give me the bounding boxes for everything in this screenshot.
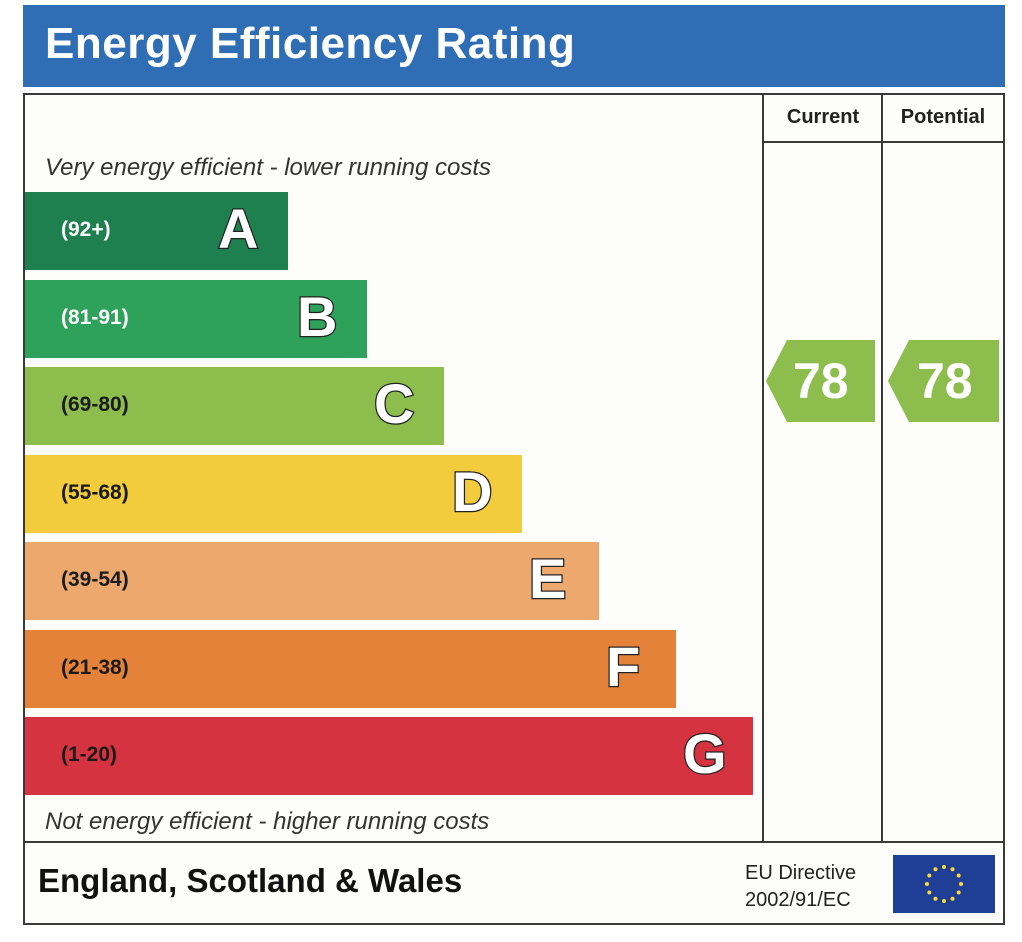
rating-band-d: (55-68) D (25, 455, 522, 533)
band-range-label: (69-80) (61, 393, 129, 416)
eu-star (933, 867, 938, 872)
band-range-label: (21-38) (61, 656, 129, 679)
band-range-label: (81-91) (61, 306, 129, 329)
band-letter: B (296, 284, 339, 350)
eu-star (927, 873, 932, 878)
potential-column-header: Potential (900, 106, 986, 128)
eu-star (925, 882, 929, 886)
eu-directive-line-1: EU Directive (745, 862, 857, 884)
eu-star (959, 882, 963, 886)
band-letter: E (528, 546, 568, 612)
rating-band-e: (39-54) E (25, 542, 599, 620)
band-letter: D (451, 459, 494, 525)
current-rating-value: 78 (793, 353, 849, 409)
band-letter: C (373, 371, 416, 437)
eu-star (956, 873, 961, 878)
eu-star (956, 890, 961, 895)
eu-star (950, 867, 955, 872)
eu-star (950, 896, 955, 901)
band-letter: G (682, 721, 728, 787)
potential-column-divider (881, 93, 883, 843)
rating-band-c: (69-80) C (25, 367, 444, 445)
band-range-label: (39-54) (61, 568, 129, 591)
country-label: England, Scotland & Wales (38, 862, 463, 899)
footer-divider (25, 841, 1003, 843)
rating-band-b: (81-91) B (25, 280, 367, 358)
eu-flag-icon (893, 855, 995, 913)
current-column-header: Current (786, 106, 860, 128)
eu-star (927, 890, 932, 895)
current-column-divider (762, 93, 764, 843)
page-title: Energy Efficiency Rating (45, 19, 576, 68)
current-rating-arrow: 78 (766, 340, 875, 422)
rating-band-g: (1-20) G (25, 717, 753, 795)
rating-band-f: (21-38) F (25, 630, 676, 708)
band-letter: A (217, 196, 260, 262)
eu-directive: EU Directive 2002/91/EC (745, 860, 856, 914)
column-header-divider (763, 141, 1003, 143)
band-range-label: (1-20) (61, 743, 118, 766)
band-range-label: (92+) (61, 218, 111, 241)
header-bar: Energy Efficiency Rating (23, 5, 1005, 87)
potential-rating-value: 78 (917, 353, 973, 409)
band-range-label: (55-68) (61, 481, 129, 504)
rating-band-a: (92+) A (25, 192, 288, 270)
potential-arrow-shape (888, 340, 999, 422)
eu-star (933, 896, 938, 901)
current-arrow-shape (766, 340, 875, 422)
bottom-note: Not energy efficient - higher running co… (45, 808, 490, 835)
eu-directive-line-2: 2002/91/EC (745, 889, 851, 911)
top-note: Very energy efficient - lower running co… (45, 154, 491, 181)
eu-star (942, 899, 946, 903)
band-letter: F (605, 634, 642, 700)
eu-star (942, 865, 946, 869)
potential-rating-arrow: 78 (888, 340, 999, 422)
